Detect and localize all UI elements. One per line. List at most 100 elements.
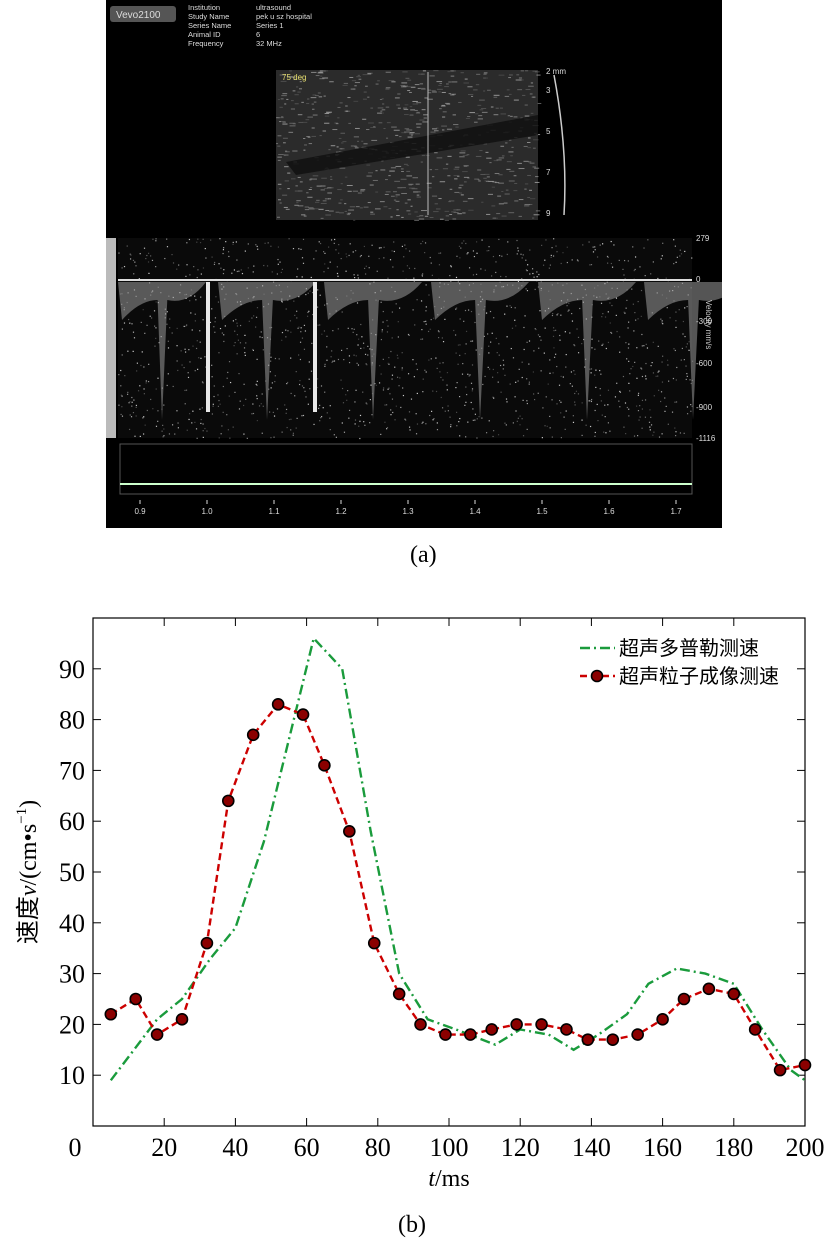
time-tick: 1.4: [469, 507, 481, 516]
vessel-lumen: [286, 115, 538, 175]
axis-ticks: 0 20 40 60 80 100 120 140 160 180 200 10 20 30 40 50 60 7…: [59, 618, 825, 1162]
data-point: [727, 987, 741, 1001]
info-value: ultrasound: [256, 3, 291, 12]
velocity-tick: -1116: [696, 434, 716, 443]
depth-tick: 3: [546, 86, 551, 95]
x-tick-label: 60: [294, 1133, 320, 1162]
y-tick-label: 70: [59, 756, 85, 785]
data-point: [221, 794, 235, 808]
velocity-tick: 0: [696, 275, 701, 284]
data-point: [606, 1033, 620, 1046]
info-value: 32 MHz: [256, 39, 282, 48]
time-tick: 1.6: [603, 507, 615, 516]
info-value: 6: [256, 30, 260, 39]
spectrum-envelope: [118, 282, 722, 420]
y-tick-label: 20: [59, 1010, 85, 1039]
data-point: [560, 1023, 573, 1036]
y-tick-label: 30: [59, 960, 85, 989]
data-point: [581, 1033, 595, 1046]
y-tick-label: 80: [59, 706, 85, 735]
depth-curve: [553, 74, 566, 216]
velocity-scale: 279 0 -300 -600 -900 -1116: [696, 234, 716, 443]
data-point: [150, 1028, 164, 1041]
x-tick-label: 40: [222, 1133, 248, 1162]
x-tick-label: 160: [643, 1133, 682, 1162]
info-value: pek u sz hospital: [256, 12, 312, 21]
data-point: [414, 1018, 427, 1031]
legend-label: 超声多普勒测速: [619, 637, 759, 660]
x-tick-label: 120: [501, 1133, 540, 1162]
data-point: [343, 825, 356, 838]
grayscale-bar: [106, 238, 116, 438]
depth-unit: 2 mm: [546, 67, 566, 76]
caption-a: (a): [410, 542, 437, 568]
info-block: Institution ultrasound Study Name pek u sz …: [188, 3, 312, 48]
velocity-label: Velocity mm/s: [704, 300, 713, 349]
data-point: [464, 1028, 477, 1041]
time-tick: 0.9: [134, 507, 146, 516]
time-tick: 1.2: [335, 507, 347, 516]
time-tick: 1.3: [402, 507, 414, 516]
series-layer: [104, 635, 812, 1082]
depth-scale: 2 mm 3 5 7 9: [546, 67, 566, 218]
data-point: [271, 698, 285, 711]
y-tick-label: 50: [59, 858, 85, 887]
data-point: [631, 1028, 644, 1041]
info-value: Series 1: [256, 21, 284, 30]
data-point: [246, 728, 260, 742]
x-tick-label: 0: [69, 1133, 82, 1162]
legend-label: 超声粒子成像测速: [619, 665, 779, 688]
device-badge: [110, 6, 176, 22]
x-tick-label: 180: [714, 1133, 753, 1162]
data-point: [129, 992, 143, 1006]
data-point: [798, 1058, 812, 1072]
data-point: [392, 987, 406, 1001]
data-point: [535, 1018, 548, 1031]
info-label: Institution: [188, 3, 220, 12]
y-tick-label: 60: [59, 807, 85, 836]
bmode-angle: 75 deg: [282, 73, 306, 82]
doppler-spectrum: [118, 238, 692, 438]
velocity-chart: 0 20 40 60 80 100 120 140 160 180 200 10 20 30 40 50 60 7…: [14, 617, 825, 1192]
data-point: [367, 936, 381, 950]
ultrasound-image: Vevo2100 Institution ultrasound Study Name…: [106, 3, 722, 516]
depth-tick: 5: [546, 127, 551, 136]
plot-frame: [92, 617, 806, 1127]
data-point: [510, 1018, 523, 1031]
x-tick-label: 80: [365, 1133, 391, 1162]
velocity-tick: -300: [696, 317, 713, 326]
time-tick: 1.0: [201, 507, 213, 516]
info-label: Study Name: [188, 12, 229, 21]
velocity-tick: -600: [696, 359, 713, 368]
data-point: [439, 1028, 452, 1041]
data-point: [773, 1063, 787, 1077]
x-axis-label: t/ms: [428, 1166, 469, 1192]
velocity-tick: 279: [696, 234, 710, 243]
data-point: [175, 1013, 189, 1026]
velocity-tick: -900: [696, 403, 713, 412]
y-axis-label: 速度v/(cm•s−1): [14, 800, 42, 944]
time-axis: 0.9 1.0 1.1 1.2 1.3 1.4 1.5 1.6 1.7: [134, 500, 682, 516]
y-tick-label: 10: [59, 1061, 85, 1090]
data-point: [656, 1013, 669, 1026]
time-tick: 1.1: [268, 507, 280, 516]
x-tick-label: 200: [786, 1133, 825, 1162]
device-name: Vevo2100: [116, 10, 161, 21]
data-point: [702, 982, 716, 996]
info-label: Series Name: [188, 21, 231, 30]
x-tick-label: 20: [151, 1133, 177, 1162]
ultrasound-panel: Vevo2100 Institution ultrasound Study Name…: [106, 0, 722, 528]
data-point: [200, 936, 214, 950]
y-tick-label: 40: [59, 909, 85, 938]
x-tick-label: 140: [572, 1133, 611, 1162]
series-line-0: [109, 635, 806, 1082]
data-point: [104, 1007, 118, 1021]
time-tick: 1.7: [670, 507, 682, 516]
data-point: [318, 759, 331, 772]
ecg-box: [119, 443, 693, 495]
caption-b: (b): [398, 1212, 426, 1238]
info-label: Animal ID: [188, 30, 221, 39]
data-point: [296, 708, 310, 721]
chart-area: 0 20 40 60 80 100 120 140 160 180 200 10 20 30 40 50 60 7…: [0, 588, 829, 1246]
